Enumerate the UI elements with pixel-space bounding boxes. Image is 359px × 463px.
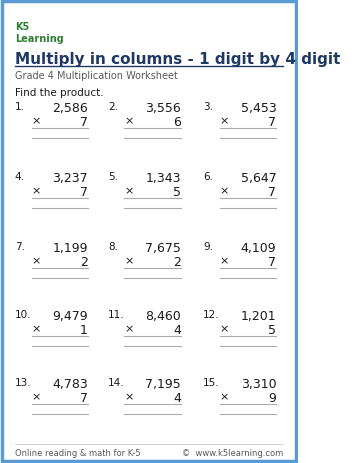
Text: 14.: 14. xyxy=(108,377,125,387)
Text: 5,453: 5,453 xyxy=(241,102,276,115)
Text: 5,647: 5,647 xyxy=(241,172,276,185)
Text: ×: × xyxy=(125,186,134,195)
Text: 12.: 12. xyxy=(203,309,220,319)
Text: 4,109: 4,109 xyxy=(241,242,276,255)
Text: 1,343: 1,343 xyxy=(145,172,181,185)
Text: 3,310: 3,310 xyxy=(241,377,276,390)
Text: 2,586: 2,586 xyxy=(52,102,88,115)
Text: 1,199: 1,199 xyxy=(52,242,88,255)
Text: 13.: 13. xyxy=(15,377,32,387)
Text: Online reading & math for K-5: Online reading & math for K-5 xyxy=(15,448,141,457)
Text: ×: × xyxy=(125,256,134,265)
Text: 4: 4 xyxy=(173,391,181,404)
Text: Grade 4 Multiplication Worksheet: Grade 4 Multiplication Worksheet xyxy=(15,71,178,81)
Text: ×: × xyxy=(32,186,41,195)
Text: 4: 4 xyxy=(173,323,181,336)
Text: 5.: 5. xyxy=(108,172,118,181)
Text: 7: 7 xyxy=(80,116,88,129)
Text: 2.: 2. xyxy=(108,102,118,112)
Text: 7: 7 xyxy=(268,186,276,199)
Text: ×: × xyxy=(220,116,229,126)
Text: 15.: 15. xyxy=(203,377,220,387)
Text: ×: × xyxy=(220,256,229,265)
Text: ×: × xyxy=(32,256,41,265)
Text: 6.: 6. xyxy=(203,172,213,181)
Text: 3,237: 3,237 xyxy=(52,172,88,185)
Text: 9.: 9. xyxy=(203,242,213,251)
Text: 1.: 1. xyxy=(15,102,25,112)
Text: 1: 1 xyxy=(80,323,88,336)
Text: ©  www.k5learning.com: © www.k5learning.com xyxy=(182,448,283,457)
Text: Multiply in columns - 1 digit by 4 digit: Multiply in columns - 1 digit by 4 digit xyxy=(15,52,340,67)
Text: 2: 2 xyxy=(173,256,181,269)
Text: 7,195: 7,195 xyxy=(145,377,181,390)
Text: 9,479: 9,479 xyxy=(52,309,88,322)
Text: ×: × xyxy=(220,186,229,195)
Text: ×: × xyxy=(32,391,41,401)
Text: 7: 7 xyxy=(268,256,276,269)
Text: 4,783: 4,783 xyxy=(52,377,88,390)
Text: 1,201: 1,201 xyxy=(241,309,276,322)
Text: 7,675: 7,675 xyxy=(145,242,181,255)
Text: ×: × xyxy=(32,116,41,126)
FancyBboxPatch shape xyxy=(2,2,296,461)
Text: 7: 7 xyxy=(80,186,88,199)
Text: 10.: 10. xyxy=(15,309,32,319)
Text: 11.: 11. xyxy=(108,309,125,319)
Text: 7: 7 xyxy=(268,116,276,129)
Text: 8.: 8. xyxy=(108,242,118,251)
Text: ×: × xyxy=(220,391,229,401)
Text: 9: 9 xyxy=(269,391,276,404)
Text: ×: × xyxy=(220,323,229,333)
Text: 3.: 3. xyxy=(203,102,213,112)
Text: Find the product.: Find the product. xyxy=(15,88,103,98)
Text: 7: 7 xyxy=(80,391,88,404)
Text: 3,556: 3,556 xyxy=(145,102,181,115)
Text: 5: 5 xyxy=(268,323,276,336)
Text: ×: × xyxy=(125,391,134,401)
Text: 7.: 7. xyxy=(15,242,25,251)
Text: 4.: 4. xyxy=(15,172,25,181)
Text: 2: 2 xyxy=(80,256,88,269)
Text: ×: × xyxy=(32,323,41,333)
Text: 8,460: 8,460 xyxy=(145,309,181,322)
Text: ×: × xyxy=(125,323,134,333)
Text: 6: 6 xyxy=(173,116,181,129)
Text: K5
Learning: K5 Learning xyxy=(15,22,64,44)
Text: ×: × xyxy=(125,116,134,126)
Text: 5: 5 xyxy=(173,186,181,199)
